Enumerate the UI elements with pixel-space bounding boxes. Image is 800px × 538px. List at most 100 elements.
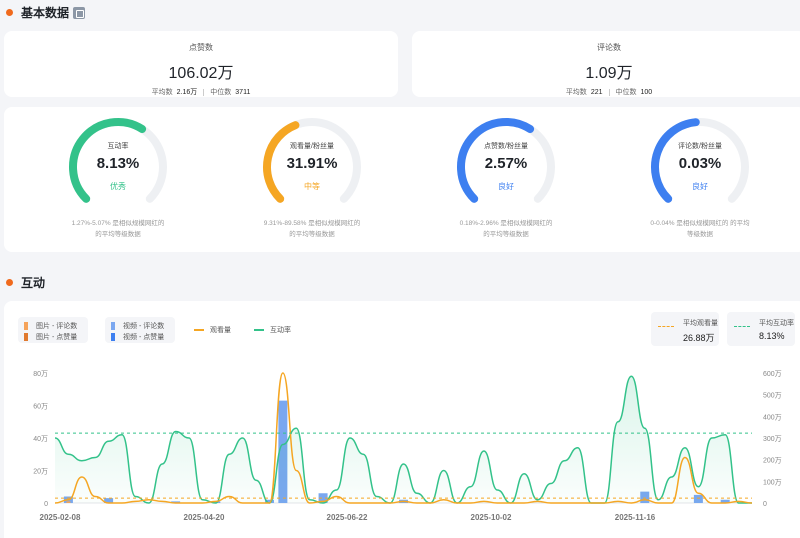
right-tick-label: 400万 xyxy=(763,413,782,421)
legend-vid-likes: 视频 - 点赞量 xyxy=(123,333,165,341)
likes-avg: 2.16万 xyxy=(176,89,198,96)
legend-rate-label: 互动率 xyxy=(270,327,291,334)
gauge-level: 良好 xyxy=(692,182,708,191)
gauge-note-line2: 等级数据 xyxy=(687,231,713,238)
gauge-level: 中等 xyxy=(304,182,320,191)
swatch-img-likes xyxy=(24,332,28,341)
likes-value: 106.02万 xyxy=(168,65,234,82)
interaction-chart[interactable]: 0 20万 40万 60万 80万 0 100万 200万 300万 400万 500万 600万 20… xyxy=(0,300,800,538)
gauge-fill xyxy=(69,118,147,203)
bar-video-likes xyxy=(264,499,274,503)
gauge-ring xyxy=(651,118,749,203)
gauge-level: 优秀 xyxy=(110,182,126,191)
avg-rate-box: 平均互动率 8.13% xyxy=(727,312,795,346)
gauge-level: 良好 xyxy=(498,182,514,191)
swatch-vid-comments xyxy=(111,321,115,330)
likes-sub: 平均数 2.16万 中位数 3711 xyxy=(4,87,398,97)
comments-label: 评论数 xyxy=(597,43,621,52)
likes-card: 点赞数 106.02万 平均数 2.16万 中位数 3711 xyxy=(4,31,398,97)
avg-views-dash xyxy=(658,326,674,327)
right-tick-label: 200万 xyxy=(763,457,782,465)
left-tick-label: 0 xyxy=(44,501,48,508)
rate-area xyxy=(55,376,752,503)
gauge-views-followers: 观看量/粉丝量 31.91% 中等 9.31%-89.58% 是相似规模网红的的… xyxy=(222,113,402,253)
avg-views-value: 26.88万 xyxy=(683,333,715,343)
gauge-note: 0-0.04% 是相似规模网红的 的平均 等级数据 xyxy=(610,218,790,240)
right-tick-label: 100万 xyxy=(763,478,782,486)
gauge-value: 0.03% xyxy=(678,155,722,172)
legend-image[interactable]: 图片 - 评论数 图片 - 点赞量 xyxy=(18,317,88,343)
interaction-title: 互动 xyxy=(21,276,46,290)
gauge-value: 2.57% xyxy=(484,155,528,172)
gauge-value: 8.13% xyxy=(96,155,140,172)
x-tick-label: 2025-04-20 xyxy=(184,513,225,522)
basic-data-header: 基本数据 xyxy=(6,4,86,21)
comments-median: 100 xyxy=(640,89,653,96)
x-tick-label: 2025-10-02 xyxy=(471,513,512,522)
gauge-note-line1: 0.18%-2.96% 是相似规模网红的 xyxy=(459,220,553,227)
legend-views[interactable]: 观看量 xyxy=(194,325,231,335)
comments-sub: 平均数 221 中位数 100 xyxy=(412,87,800,97)
bar-video-likes xyxy=(211,501,221,503)
avg-views-box: 平均观看量 26.88万 xyxy=(651,312,719,346)
comments-value: 1.09万 xyxy=(585,65,633,82)
legend-views-label: 观看量 xyxy=(210,327,231,334)
gauge-note-line2: 的平均等级数据 xyxy=(289,231,335,238)
legend-img-likes: 图片 - 点赞量 xyxy=(36,333,78,341)
gauge-fill xyxy=(263,121,300,203)
left-tick-label: 20万 xyxy=(33,468,48,476)
comments-median-label: 中位数 xyxy=(615,89,637,96)
gauge-note-line1: 0-0.04% 是相似规模网红的 的平均 xyxy=(650,220,750,227)
interaction-header: 互动 xyxy=(6,274,45,291)
left-tick-label: 40万 xyxy=(33,435,48,443)
gauge-likes-followers: 点赞数/粉丝量 2.57% 良好 0.18%-2.96% 是相似规模网红的 的平均… xyxy=(416,113,596,253)
right-tick-label: 500万 xyxy=(763,392,782,400)
ratios-card: 互动率 8.13% 优秀 1.27%-5.07% 是相似规模网红的 的平均等级数据… xyxy=(4,107,800,252)
gauge-note: 0.18%-2.96% 是相似规模网红的 的平均等级数据 xyxy=(416,218,596,240)
left-tick-label: 80万 xyxy=(33,370,48,378)
gauge-label: 观看量/粉丝量 xyxy=(290,143,334,150)
gauge-label: 互动率 xyxy=(107,143,129,150)
right-tick-label: 0 xyxy=(763,501,767,508)
x-tick-label: 2025-06-22 xyxy=(327,513,368,522)
rate-line xyxy=(54,375,752,504)
gauge-label: 点赞数/粉丝量 xyxy=(484,143,528,150)
section-dot xyxy=(6,279,13,286)
section-dot xyxy=(6,9,13,16)
basic-data-title: 基本数据 xyxy=(21,6,70,20)
gauge-note: 9.31%-89.58% 是相似规模网红的 的平均等级数据 xyxy=(222,218,402,240)
gauge-ring xyxy=(69,118,167,203)
right-tick-label: 300万 xyxy=(763,435,782,443)
swatch-img-comments xyxy=(24,321,28,330)
avg-views-label: 平均观看量 xyxy=(683,320,718,327)
x-tick-label: 2025-02-08 xyxy=(40,513,81,522)
likes-median-label: 中位数 xyxy=(210,89,232,96)
legend-video[interactable]: 视频 - 评论数 视频 - 点赞量 xyxy=(105,317,175,343)
likes-median: 3711 xyxy=(235,89,251,96)
comments-card: 评论数 1.09万 平均数 221 中位数 100 xyxy=(412,31,800,97)
gauge-value: 31.91% xyxy=(286,155,338,172)
gauge-note-line2: 的平均等级数据 xyxy=(95,231,141,238)
comments-avg-label: 平均数 xyxy=(565,89,587,96)
gauge-ring xyxy=(457,118,555,203)
avg-rate-label: 平均互动率 xyxy=(759,320,794,327)
gauge-fill xyxy=(457,118,535,203)
likes-avg-label: 平均数 xyxy=(151,89,173,96)
line-swatch-rate xyxy=(254,329,264,331)
legend-rate[interactable]: 互动率 xyxy=(254,325,291,335)
comments-avg: 221 xyxy=(590,89,603,96)
likes-label: 点赞数 xyxy=(189,43,213,52)
expand-icon[interactable] xyxy=(73,6,86,19)
avg-rate-value: 8.13% xyxy=(759,331,785,341)
gauge-note-line2: 的平均等级数据 xyxy=(483,231,529,238)
line-swatch-views xyxy=(194,329,204,331)
legend-vid-comments: 视频 - 评论数 xyxy=(123,322,165,330)
bar-video-likes xyxy=(318,493,328,503)
gauge-note-line1: 9.31%-89.58% 是相似规模网红的 xyxy=(263,220,361,227)
left-tick-label: 60万 xyxy=(33,403,48,411)
gauge-label: 评论数/粉丝量 xyxy=(678,143,722,150)
gauge-comments-followers: 评论数/粉丝量 0.03% 良好 0-0.04% 是相似规模网红的 的平均 等级数… xyxy=(610,113,790,253)
views-line xyxy=(54,372,753,504)
right-tick-label: 600万 xyxy=(763,370,782,378)
x-tick-label: 2025-11-16 xyxy=(615,513,656,522)
